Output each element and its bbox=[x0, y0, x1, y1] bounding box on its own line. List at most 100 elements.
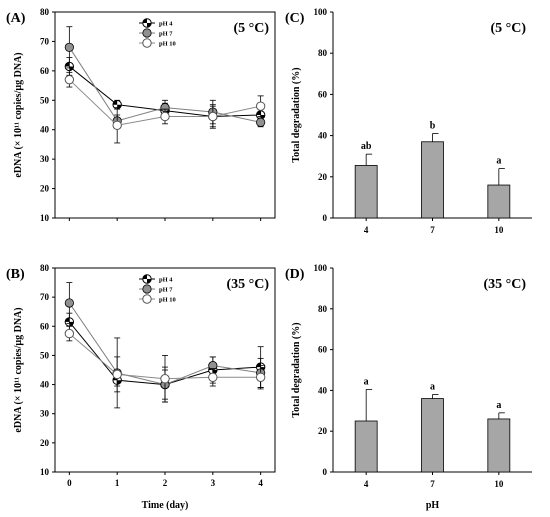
data-point bbox=[64, 74, 75, 85]
y-tick-label: 50 bbox=[40, 95, 50, 105]
x-tick-label: 7 bbox=[430, 225, 435, 235]
y-tick-label: 80 bbox=[318, 304, 328, 314]
bar-chart-1: 0 20 40 60 80 100 (C) (5 °C) Total degradation (… bbox=[285, 7, 532, 235]
y-tick-label: 80 bbox=[40, 263, 50, 273]
y-tick-label: 10 bbox=[40, 467, 50, 477]
y-tick-label: 60 bbox=[40, 321, 50, 331]
y-tick-label: 30 bbox=[40, 409, 50, 419]
y-tick-label: 50 bbox=[40, 350, 50, 360]
legend-marker bbox=[142, 38, 152, 48]
y-tick-label: 70 bbox=[40, 292, 50, 302]
legend-marker bbox=[142, 28, 152, 38]
data-point bbox=[208, 111, 218, 122]
y-tick-label: 60 bbox=[318, 345, 328, 355]
x-tick-label: 4 bbox=[258, 478, 263, 488]
bar-chart-3: 0 20 40 60 80 100 (D) (35 °C) Total degradation … bbox=[285, 263, 532, 511]
bar bbox=[487, 418, 511, 473]
bar bbox=[354, 165, 378, 219]
y-tick-label: 60 bbox=[40, 66, 50, 76]
y-tick-label: 20 bbox=[40, 438, 50, 448]
y-tick-label: 30 bbox=[40, 154, 50, 164]
x-axis-label: pH bbox=[426, 500, 440, 511]
significance-label: a bbox=[430, 381, 435, 392]
significance-label: a bbox=[496, 400, 501, 411]
line-chart-0: 10 20 30 40 50 60 70 80 (A) (5 °C) eDNA (× 10¹¹ co… bbox=[6, 7, 276, 223]
legend-marker-fill bbox=[147, 23, 152, 28]
data-point-fill bbox=[256, 110, 261, 115]
significance-label: b bbox=[430, 121, 436, 132]
bar bbox=[354, 420, 378, 473]
data-point bbox=[64, 298, 74, 308]
x-tick-label: 3 bbox=[211, 478, 216, 488]
x-tick-label: 4 bbox=[364, 479, 369, 489]
legend-label: pH 4 bbox=[159, 277, 173, 284]
data-point-fill bbox=[256, 362, 261, 368]
panel-label: (D) bbox=[285, 267, 305, 282]
bar bbox=[421, 141, 444, 219]
y-axis-label: eDNA (× 10¹¹ copies/µg DNA) bbox=[13, 52, 24, 177]
data-point bbox=[256, 117, 266, 127]
y-tick-label: 20 bbox=[40, 184, 50, 194]
data-point bbox=[208, 372, 218, 382]
y-axis-label: eDNA (× 10¹¹ copies/µg DNA) bbox=[13, 307, 24, 432]
y-tick-label: 80 bbox=[40, 7, 50, 17]
legend-marker bbox=[142, 284, 152, 294]
panel-label: (C) bbox=[285, 11, 305, 26]
y-tick-label: 20 bbox=[318, 172, 328, 182]
data-point bbox=[112, 369, 122, 380]
x-tick-label: 10 bbox=[494, 479, 504, 489]
y-tick-label: 70 bbox=[40, 36, 50, 46]
bar bbox=[421, 398, 444, 473]
data-point-fill bbox=[65, 62, 70, 67]
legend-label: pH 7 bbox=[159, 31, 173, 38]
x-axis-label: Time (day) bbox=[142, 500, 189, 511]
y-tick-label: 60 bbox=[318, 89, 328, 99]
y-tick-label: 40 bbox=[40, 380, 50, 390]
significance-label: a bbox=[496, 156, 501, 167]
temperature-annotation: (5 °C) bbox=[490, 21, 526, 36]
y-tick-label: 100 bbox=[314, 7, 328, 17]
x-tick-label: 7 bbox=[430, 479, 435, 489]
y-tick-label: 0 bbox=[323, 467, 328, 477]
y-tick-label: 40 bbox=[318, 385, 328, 395]
temperature-annotation: (5 °C) bbox=[233, 21, 269, 36]
data-point bbox=[160, 111, 170, 122]
bar bbox=[487, 184, 511, 219]
temperature-annotation: (35 °C) bbox=[483, 277, 526, 292]
data-point bbox=[112, 120, 122, 131]
panel-label: (A) bbox=[6, 11, 26, 26]
y-tick-label: 40 bbox=[318, 131, 328, 141]
temperature-annotation: (35 °C) bbox=[226, 277, 269, 292]
y-tick-label: 20 bbox=[318, 426, 328, 436]
legend-label: pH 7 bbox=[159, 287, 173, 294]
legend-label: pH 10 bbox=[159, 297, 176, 304]
data-point bbox=[255, 372, 266, 382]
data-point-fill bbox=[117, 380, 122, 385]
y-axis-label: Total degradation (%) bbox=[291, 67, 302, 162]
y-tick-label: 10 bbox=[40, 213, 50, 223]
data-point-fill bbox=[112, 100, 118, 105]
data-point-fill bbox=[69, 66, 74, 71]
y-tick-label: 40 bbox=[40, 125, 50, 135]
legend-label: pH 10 bbox=[159, 41, 176, 48]
x-tick-label: 10 bbox=[494, 225, 504, 235]
y-axis-label: Total degradation (%) bbox=[291, 322, 302, 417]
series-ph-10 bbox=[64, 325, 266, 403]
y-tick-label: 0 bbox=[323, 213, 328, 223]
y-tick-label: 80 bbox=[318, 48, 328, 58]
x-tick-label: 0 bbox=[67, 478, 72, 488]
data-point-fill bbox=[117, 104, 122, 109]
legend-marker-fill bbox=[142, 18, 147, 23]
legend-marker-fill bbox=[147, 279, 152, 284]
data-point bbox=[64, 42, 74, 52]
y-tick-label: 100 bbox=[314, 263, 328, 273]
legend-label: pH 4 bbox=[159, 21, 173, 28]
data-point-fill bbox=[65, 317, 70, 322]
data-point bbox=[160, 374, 170, 384]
significance-label: a bbox=[364, 376, 369, 387]
x-tick-label: 2 bbox=[163, 478, 168, 488]
data-point-fill bbox=[69, 321, 74, 327]
legend-marker bbox=[142, 294, 152, 304]
